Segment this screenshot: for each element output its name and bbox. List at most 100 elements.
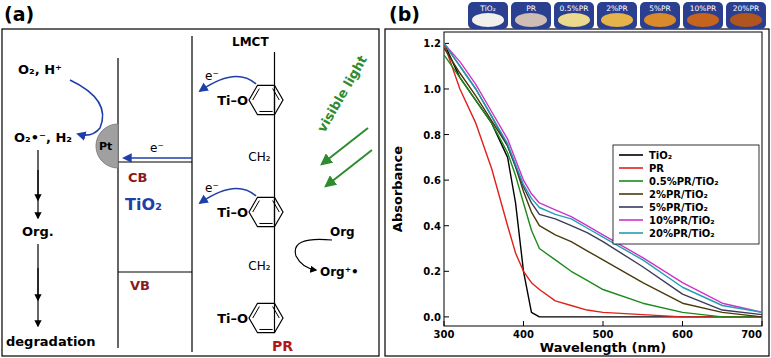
x-tick-label: 400 (513, 329, 534, 340)
y-tick-label: 1.0 (423, 84, 441, 95)
electron-label: e⁻ (205, 181, 219, 195)
y-tick (444, 134, 449, 135)
sample-cup (597, 2, 637, 29)
donor-label: Org (330, 225, 355, 239)
sample-powder (601, 13, 633, 27)
down-arrow (37, 170, 38, 200)
ch2-label: CH₂ (248, 259, 270, 273)
sample-powder (515, 13, 547, 27)
y-tick-label: 0.0 (423, 312, 441, 323)
series-line (444, 55, 762, 317)
sample-label: 5%PR (649, 4, 671, 13)
legend-swatch (619, 167, 643, 169)
reduction-arrow (70, 80, 103, 135)
vb-line (118, 271, 192, 272)
legend-box (613, 145, 759, 244)
sample-label: 2%PR (606, 4, 628, 13)
ti-o-label: Ti–O (217, 93, 248, 108)
sample-cup (640, 2, 680, 29)
double-bond (259, 329, 272, 330)
x-tick-label: 700 (741, 329, 762, 340)
series-line (444, 43, 762, 316)
sample-label: TiO₂ (479, 4, 495, 13)
panel-a-frame (2, 29, 379, 356)
x-tick-label: 300 (434, 329, 455, 340)
sample-label: 0.5%PR (560, 4, 589, 13)
bridge-bond (274, 197, 275, 332)
series-line (444, 43, 762, 312)
x-tick (603, 321, 604, 326)
y-tick (444, 180, 449, 181)
sample-cup (511, 2, 551, 29)
legend-swatch (619, 219, 643, 221)
y-tick-label: 1.2 (423, 38, 441, 49)
down-arrow (37, 244, 38, 326)
panel-label: (b) (389, 3, 420, 25)
x-tick (444, 321, 445, 326)
sample-powder (687, 13, 719, 27)
sample-cup (468, 2, 508, 29)
y-tick-label: 0.8 (423, 130, 441, 141)
electron-label: e⁻ (205, 69, 219, 83)
legend-entry: PR (649, 163, 664, 174)
benzene-ring (249, 197, 283, 226)
legend-entry: 10%PR/TiO₂ (649, 215, 715, 226)
double-bond (253, 201, 260, 212)
products: O₂•⁻, H₂ (14, 130, 72, 145)
panel-b-frame (385, 29, 769, 356)
x-tick (762, 321, 763, 326)
visible-light-label: visible light (314, 53, 370, 135)
ch2-label: CH₂ (248, 150, 270, 164)
figure: (a)CBTiO₂VBPte⁻O₂, H⁺O₂•⁻, H₂Org.degrada… (0, 0, 771, 358)
legend-entry: 20%PR/TiO₂ (649, 228, 715, 239)
y-tick (444, 271, 449, 272)
pr-label: PR (272, 338, 293, 354)
organics: Org. (22, 224, 54, 239)
y-tick (444, 316, 449, 317)
x-tick-label: 600 (672, 329, 693, 340)
tio2-surface (191, 36, 192, 352)
ti-o-label: Ti–O (217, 311, 248, 326)
pt-label: Pt (99, 140, 112, 153)
legend-swatch (619, 206, 643, 208)
benzene-ring (249, 303, 283, 332)
sample-powder (644, 13, 676, 27)
down-arrow (37, 268, 38, 300)
double-bond (273, 307, 280, 318)
sample-cup (726, 2, 766, 29)
series-line (444, 43, 762, 314)
y-tick-label: 0.6 (423, 175, 441, 186)
tio2-label: TiO₂ (125, 195, 162, 214)
x-tick-label: 500 (593, 329, 614, 340)
y-tick-label: 0.2 (423, 266, 441, 277)
donor-oxidized-label: Org⁺• (320, 265, 359, 279)
legend-swatch (619, 232, 643, 234)
sample-powder (472, 13, 504, 27)
sample-label: 10%PR (690, 4, 716, 13)
double-bond (253, 307, 260, 318)
cb-label: CB (128, 170, 147, 185)
benzene-ring (249, 85, 283, 114)
series-group (444, 43, 762, 316)
legend: TiO₂PR0.5%PR/TiO₂2%PR/TiO₂5%PR/TiO₂10%PR… (613, 145, 759, 244)
y-tick (444, 88, 449, 89)
series-line (444, 43, 762, 316)
x-axis-label: Wavelength (nm) (540, 340, 666, 355)
y-axis-label: Absorbance (390, 146, 405, 232)
legend-swatch (619, 154, 643, 156)
plot-frame (444, 32, 762, 326)
legend-entry: 0.5%PR/TiO₂ (649, 176, 719, 187)
ti-o-label: Ti–O (217, 205, 248, 220)
reactants: O₂, H⁺ (18, 62, 62, 77)
vb-label: VB (130, 278, 150, 293)
tio2-edge (117, 58, 118, 348)
cb-line (118, 161, 192, 162)
sample-cup (683, 2, 723, 29)
x-tick (682, 321, 683, 326)
light-arrow (326, 150, 372, 186)
lmct-label: LMCT (232, 35, 269, 49)
double-bond (259, 111, 272, 112)
double-bond (273, 89, 280, 100)
legend-entry: TiO₂ (649, 150, 672, 161)
double-bond (259, 223, 272, 224)
